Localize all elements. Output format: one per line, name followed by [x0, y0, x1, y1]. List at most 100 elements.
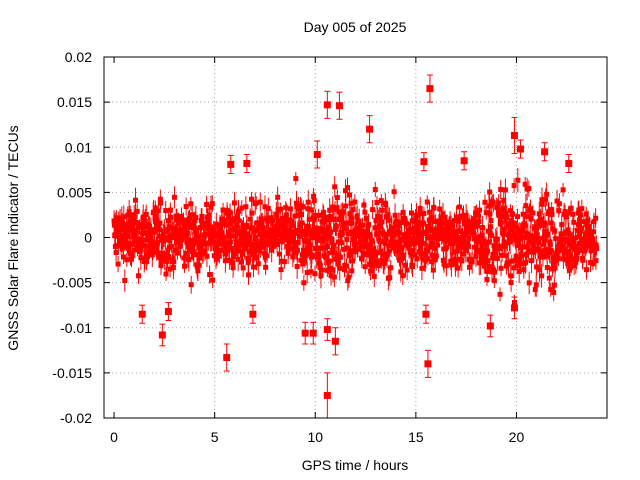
data-point — [420, 232, 426, 255]
data-point — [366, 213, 372, 236]
data-point — [524, 205, 530, 227]
data-point — [506, 214, 512, 236]
data-point — [452, 251, 458, 277]
data-point — [352, 194, 358, 210]
data-point — [502, 239, 508, 253]
outlier-point — [138, 304, 146, 324]
data-point — [301, 274, 307, 291]
data-point — [594, 241, 600, 256]
data-point — [193, 205, 199, 230]
data-point — [501, 216, 507, 242]
data-point — [483, 236, 489, 251]
data-point — [559, 214, 565, 235]
data-point — [383, 198, 389, 212]
x-tick-label: 10 — [307, 429, 323, 445]
data-point — [447, 211, 453, 234]
data-point — [507, 229, 513, 254]
data-point — [523, 193, 529, 218]
data-point — [551, 277, 557, 293]
data-point — [207, 265, 213, 284]
data-point — [530, 205, 536, 221]
data-point — [566, 260, 572, 280]
outlier-point — [158, 323, 166, 347]
data-point — [560, 183, 566, 197]
data-point — [262, 195, 268, 219]
outlier-point — [323, 318, 331, 341]
data-point — [511, 178, 517, 193]
data-point — [274, 236, 280, 253]
data-point — [285, 211, 291, 228]
data-point — [400, 248, 406, 262]
data-point — [400, 266, 406, 286]
data-point — [190, 241, 196, 262]
data-point — [412, 245, 418, 265]
x-axis-label: GPS time / hours — [302, 457, 409, 473]
data-point — [220, 202, 226, 218]
outlier-point — [331, 327, 339, 356]
data-point — [469, 250, 475, 274]
data-point — [124, 252, 130, 267]
data-point — [526, 271, 532, 295]
data-point — [424, 195, 430, 209]
data-point — [520, 236, 526, 258]
data-point — [251, 256, 257, 278]
outlier-point — [164, 301, 172, 322]
data-point — [565, 206, 571, 220]
data-point — [593, 208, 599, 229]
data-point — [339, 224, 345, 245]
outlier-point — [426, 74, 434, 103]
data-point — [421, 206, 427, 220]
data-point — [308, 202, 314, 218]
data-point — [503, 202, 509, 226]
data-point — [549, 206, 555, 223]
data-point — [402, 253, 408, 278]
data-point — [534, 258, 540, 275]
data-point — [546, 201, 552, 222]
data-point — [423, 243, 429, 269]
data-point — [404, 259, 410, 281]
data-point — [429, 208, 435, 227]
data-point — [325, 239, 331, 255]
data-point — [536, 234, 542, 251]
data-point — [425, 252, 431, 266]
data-points — [111, 168, 600, 311]
data-point — [387, 269, 393, 286]
data-point — [489, 225, 495, 246]
data-point — [561, 202, 567, 227]
data-point — [313, 208, 319, 223]
data-point — [204, 195, 210, 214]
x-tick-label: 20 — [509, 429, 525, 445]
data-point — [133, 215, 139, 229]
y-tick-label: 0 — [84, 230, 92, 246]
data-point — [384, 225, 390, 243]
data-point — [433, 249, 439, 263]
data-point — [239, 200, 245, 216]
data-point — [570, 207, 576, 222]
data-point — [571, 214, 577, 231]
data-point — [519, 248, 525, 264]
data-point — [487, 182, 493, 202]
outlier-point — [510, 116, 518, 155]
data-point — [498, 179, 504, 199]
data-point — [332, 176, 338, 198]
data-point — [302, 222, 308, 241]
data-point — [408, 243, 414, 266]
outlier-point — [486, 314, 494, 338]
data-point — [331, 236, 337, 254]
data-point — [341, 242, 347, 257]
x-tick-labels: 0 5 10 15 20 — [110, 429, 524, 445]
data-point — [183, 197, 189, 216]
outlier-point — [323, 372, 331, 419]
data-point — [168, 206, 174, 228]
data-point — [374, 196, 380, 209]
y-tick-label: -0.01 — [60, 320, 92, 336]
data-point — [515, 168, 521, 193]
data-point — [508, 273, 514, 292]
data-point — [323, 246, 329, 268]
y-tick-label: 0.02 — [65, 49, 92, 65]
data-point — [457, 206, 463, 230]
x-tick-label: 0 — [110, 429, 118, 445]
data-point — [299, 212, 305, 233]
data-point — [501, 190, 507, 211]
data-point — [209, 195, 215, 213]
